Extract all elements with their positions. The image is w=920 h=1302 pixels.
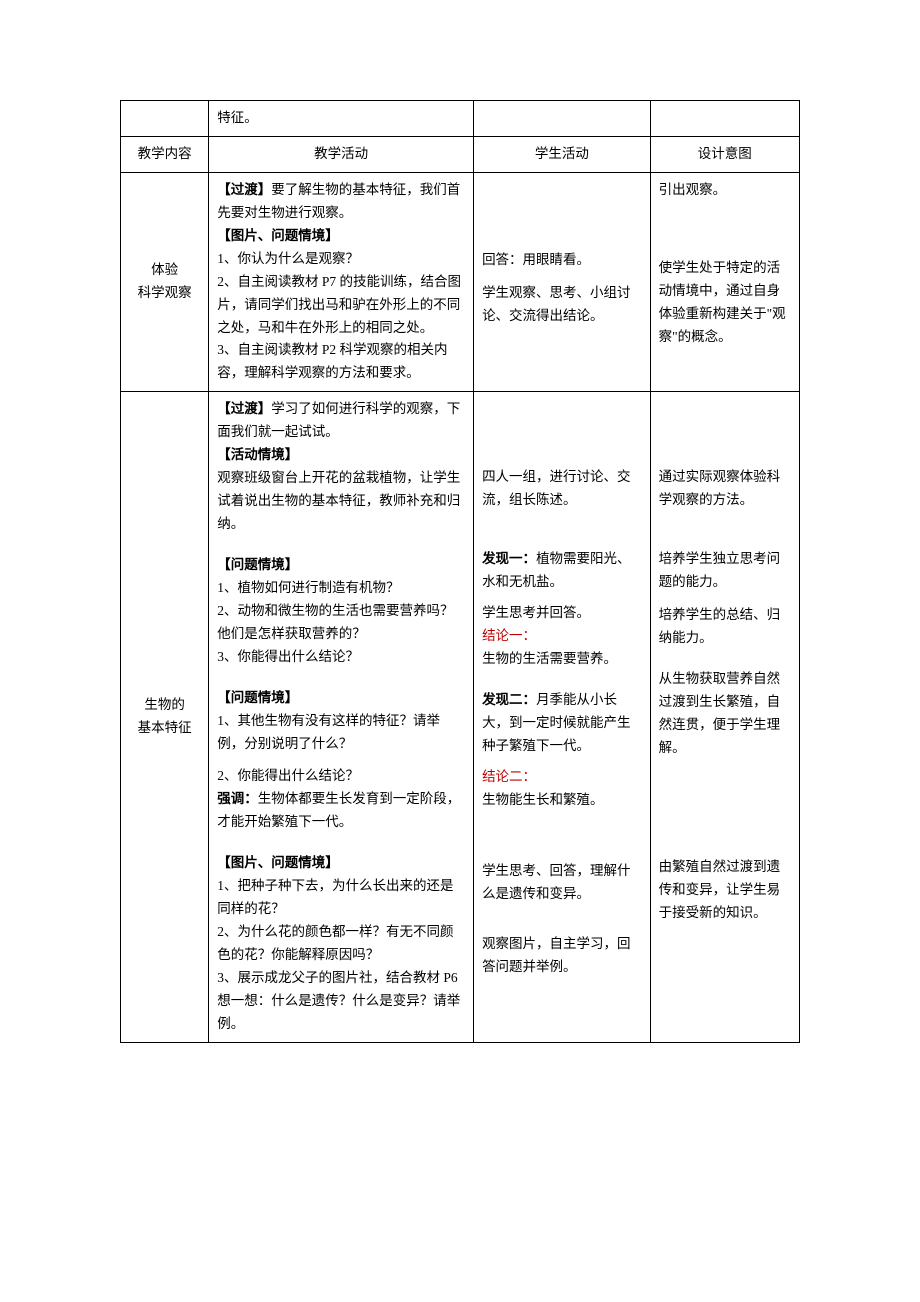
spacer — [482, 830, 642, 860]
lesson-plan-table: 特征。 教学内容 教学活动 学生活动 设计意图 体验 科学观察 【过渡】要了解生… — [120, 100, 800, 1043]
text-line: 1、把种子种下去，为什么长出来的还是同样的花？ — [217, 875, 465, 921]
spacer — [659, 778, 791, 856]
cell-text: 特征。 — [209, 101, 474, 137]
spacer — [482, 530, 642, 548]
text-line: 观察班级窗台上开花的盆栽植物，让学生试着说出生物的基本特征，教师补充和归纳。 — [217, 467, 465, 536]
text-line: 回答：用眼睛看。 — [482, 249, 642, 272]
header-text: 教学活动 — [314, 146, 368, 161]
topic-text: 生物的 — [144, 697, 185, 712]
block: 学生思考、回答，理解什么是遗传和变异。 观察图片，自主学习，回答问题并举例。 — [482, 860, 642, 980]
text-line: 发现二：月季能从小长大，到一定时候就能产生种子繁殖下一代。 — [482, 689, 642, 758]
text-line: 发现一：植物需要阳光、水和无机盐。 — [482, 548, 642, 594]
block: 【问题情境】 1、其他生物有没有这样的特征？请举例，分别说明了什么？ 2、你能得… — [217, 687, 465, 835]
text-line: 通过实际观察体验科学观察的方法。 — [659, 466, 791, 512]
text-line: 【过渡】要了解生物的基本特征，我们首先要对生物进行观察。 — [217, 179, 465, 225]
spacer — [659, 398, 791, 466]
header-cell: 学生活动 — [474, 136, 651, 172]
topic-cell: 体验 科学观察 — [121, 172, 209, 391]
label: 【图片、问题情境】 — [217, 225, 465, 248]
text-line: 2、为什么花的颜色都一样？有无不同颜色的花？你能解释原因吗？ — [217, 921, 465, 967]
text-line: 学生思考、回答，理解什么是遗传和变异。 — [482, 860, 642, 906]
label: 发现一： — [482, 551, 536, 566]
block: 通过实际观察体验科学观察的方法。 — [659, 466, 791, 512]
block: 【图片、问题情境】 1、把种子种下去，为什么长出来的还是同样的花？ 2、为什么花… — [217, 852, 465, 1036]
text-line: 3、你能得出什么结论？ — [217, 646, 465, 669]
spacer — [659, 594, 791, 604]
text-line: 生物的生活需要营养。 — [482, 648, 642, 671]
spacer — [659, 530, 791, 548]
document-page: 特征。 教学内容 教学活动 学生活动 设计意图 体验 科学观察 【过渡】要了解生… — [0, 0, 920, 1143]
label: 【问题情境】 — [217, 554, 465, 577]
text-line: 2、你能得出什么结论？ — [217, 765, 465, 788]
label: 【过渡】 — [217, 401, 271, 416]
text-line: 强调：生物体都要生长发育到一定阶段，才能开始繁殖下一代。 — [217, 788, 465, 834]
table-row: 生物的 基本特征 【过渡】学习了如何进行科学的观察，下面我们就一起试试。 【活动… — [121, 392, 800, 1042]
text-line: 1、植物如何进行制造有机物？ — [217, 577, 465, 600]
block: 【过渡】学习了如何进行科学的观察，下面我们就一起试试。 【活动情境】 观察班级窗… — [217, 398, 465, 536]
text-line: 使学生处于特定的活动情境中，通过自身体验重新构建关于"观察"的概念。 — [659, 257, 791, 349]
student-cell: 回答：用眼睛看。 学生观察、思考、小组讨论、交流得出结论。 — [474, 172, 651, 391]
table-row: 特征。 — [121, 101, 800, 137]
label: 【图片、问题情境】 — [217, 852, 465, 875]
header-text: 设计意图 — [698, 146, 752, 161]
block: 由繁殖自然过渡到遗传和变异，让学生易于接受新的知识。 — [659, 856, 791, 925]
spacer — [482, 758, 642, 766]
header-text: 学生活动 — [535, 146, 589, 161]
text-line: 从生物获取营养自然过渡到生长繁殖，自然连贯，便于学生理解。 — [659, 668, 791, 760]
spacer — [482, 179, 642, 249]
text-line: 2、动物和微生物的生活也需要营养吗？他们是怎样获取营养的？ — [217, 600, 465, 646]
conclusion-label: 结论二： — [482, 766, 642, 789]
block: 四人一组，进行讨论、交流，组长陈述。 — [482, 466, 642, 512]
intent-cell: 引出观察。 使学生处于特定的活动情境中，通过自身体验重新构建关于"观察"的概念。 — [650, 172, 799, 391]
text-line: 3、展示成龙父子的图片社，结合教材 P6 想一想：什么是遗传？什么是变异？请举例… — [217, 967, 465, 1036]
spacer — [482, 594, 642, 602]
spacer — [482, 398, 642, 466]
student-cell: 四人一组，进行讨论、交流，组长陈述。 发现一：植物需要阳光、水和无机盐。 学生思… — [474, 392, 651, 1042]
activity-cell: 【过渡】学习了如何进行科学的观察，下面我们就一起试试。 【活动情境】 观察班级窗… — [209, 392, 474, 1042]
header-cell: 设计意图 — [650, 136, 799, 172]
topic-text: 科学观察 — [138, 285, 192, 300]
text-line: 2、自主阅读教材 P7 的技能训练，结合图片，请同学们找出马和驴在外形上的不同之… — [217, 271, 465, 340]
topic-text: 体验 — [151, 262, 178, 277]
activity-cell: 【过渡】要了解生物的基本特征，我们首先要对生物进行观察。 【图片、问题情境】 1… — [209, 172, 474, 391]
header-text: 教学内容 — [138, 146, 192, 161]
block: 发现一：植物需要阳光、水和无机盐。 学生思考并回答。 结论一： 生物的生活需要营… — [482, 548, 642, 671]
intent-cell: 通过实际观察体验科学观察的方法。 培养学生独立思考问题的能力。 培养学生的总结、… — [650, 392, 799, 1042]
text: 特征。 — [217, 110, 258, 125]
label: 【过渡】 — [217, 182, 271, 197]
block: 从生物获取营养自然过渡到生长繁殖，自然连贯，便于学生理解。 — [659, 668, 791, 760]
text-line: 由繁殖自然过渡到遗传和变异，让学生易于接受新的知识。 — [659, 856, 791, 925]
header-cell: 教学活动 — [209, 136, 474, 172]
text-line: 引出观察。 — [659, 179, 791, 202]
cell-empty — [650, 101, 799, 137]
text-line: 【过渡】学习了如何进行科学的观察，下面我们就一起试试。 — [217, 398, 465, 444]
label: 强调： — [217, 791, 258, 806]
block: 【问题情境】 1、植物如何进行制造有机物？ 2、动物和微生物的生活也需要营养吗？… — [217, 554, 465, 669]
spacer — [659, 202, 791, 257]
conclusion-label: 结论一： — [482, 625, 642, 648]
text-line: 学生思考并回答。 — [482, 602, 642, 625]
text-line: 生物能生长和繁殖。 — [482, 789, 642, 812]
topic-text: 基本特征 — [138, 720, 192, 735]
block: 发现二：月季能从小长大，到一定时候就能产生种子繁殖下一代。 结论二： 生物能生长… — [482, 689, 642, 812]
text-line: 学生观察、思考、小组讨论、交流得出结论。 — [482, 282, 642, 328]
label: 发现二： — [482, 692, 536, 707]
text-line: 观察图片，自主学习，回答问题并举例。 — [482, 933, 642, 979]
text-line: 四人一组，进行讨论、交流，组长陈述。 — [482, 466, 642, 512]
table-row: 体验 科学观察 【过渡】要了解生物的基本特征，我们首先要对生物进行观察。 【图片… — [121, 172, 800, 391]
cell-empty — [474, 101, 651, 137]
text-line: 1、其他生物有没有这样的特征？请举例，分别说明了什么？ — [217, 710, 465, 756]
text-line: 1、你认为什么是观察？ — [217, 248, 465, 271]
header-cell: 教学内容 — [121, 136, 209, 172]
text-line: 培养学生的总结、归纳能力。 — [659, 604, 791, 650]
table-header-row: 教学内容 教学活动 学生活动 设计意图 — [121, 136, 800, 172]
text-line: 培养学生独立思考问题的能力。 — [659, 548, 791, 594]
block: 培养学生独立思考问题的能力。 培养学生的总结、归纳能力。 — [659, 548, 791, 650]
text-line: 3、自主阅读教材 P2 科学观察的相关内容，理解科学观察的方法和要求。 — [217, 339, 465, 385]
cell-empty — [121, 101, 209, 137]
spacer — [482, 905, 642, 933]
topic-cell: 生物的 基本特征 — [121, 392, 209, 1042]
label: 【活动情境】 — [217, 444, 465, 467]
label: 【问题情境】 — [217, 687, 465, 710]
